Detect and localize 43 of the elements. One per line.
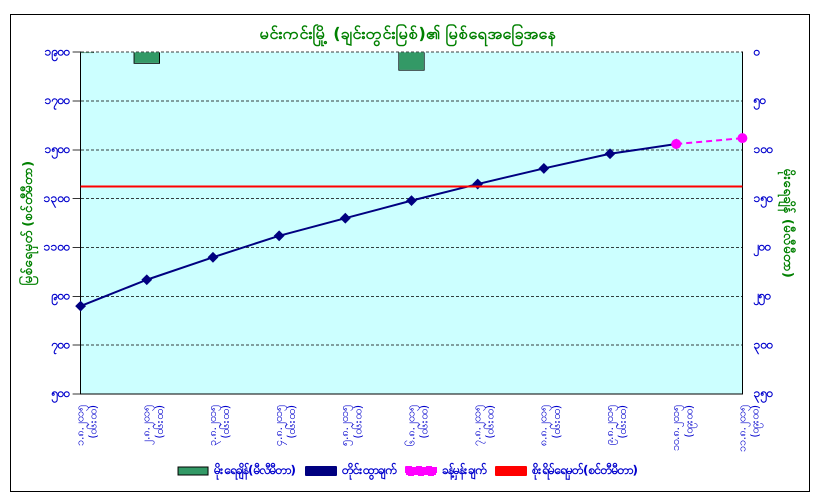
y2-tick-label: ၂၅၀ [752, 288, 772, 306]
x-tick-label: ၂.၈.၂၀၁၅ (၀၆း၀၀) [140, 405, 166, 446]
y-tick-label: ၁၉၀၀ [44, 44, 71, 62]
y2-tick-label: ၃၀၀ [753, 337, 774, 356]
x-tick-label: ၆.၈.၂၀၁၅ (၀၆း၀၀) [404, 405, 431, 446]
point [406, 196, 416, 206]
y2-tick-label: ၅၀ [752, 93, 766, 112]
y2-tick-label: ၁၀၀ [753, 142, 774, 156]
y-axis-title: မြစ်ရေမှတ် (စင်တီမီတာ) [18, 160, 40, 286]
point [605, 148, 616, 159]
point [538, 163, 549, 174]
point [142, 274, 152, 285]
x-tick-label: ၅.၈.၂၀၁၅ (၀၆း၀၀) [338, 405, 364, 446]
y2-tick-label: ၁၅၀ [753, 190, 774, 209]
legend-label: တိုင်းထွာချက် [341, 461, 397, 482]
point [274, 230, 284, 241]
y2-tick-label: ၃၅၀ [753, 386, 774, 404]
x-tick-label: ၁၀.၈.၂၀၁၅ (၀၉း၀၀) [669, 405, 698, 452]
legend-label: စိုးရိမ်ရေမှတ်(စင်တီမီတာ) [531, 461, 638, 482]
y-tick-label: ၇၀၀ [50, 337, 71, 356]
point [737, 133, 748, 144]
y2-tick-label: ၀ [752, 44, 760, 58]
point [340, 213, 350, 224]
x-tick-label: ၇.၈.၂၀၁၅ (၀၆း၀၀) [470, 405, 497, 446]
y-tick-label: ၅၀၀ [50, 386, 71, 404]
point [76, 301, 86, 312]
x-tick-label: ၉.၈.၂၀၁၅ (၀၆း၀၀) [602, 405, 630, 446]
legend-label: ခန့်မှန်းချက် [442, 461, 487, 482]
x-tick-label: ၄.၈.၂၀၁၅ (၀၆း၀၀) [272, 405, 298, 446]
y-tick-label: ၁၅၀၀ [44, 142, 71, 160]
y2-tick-label: ၂၀၀ [752, 240, 772, 258]
y-tick-label: ၉၀၀ [50, 288, 71, 306]
point [208, 252, 218, 262]
x-tick-label: ၈.၈.၂၀၁၅ (၀၆း၀၀) [536, 405, 563, 446]
x-tick-label: ၁.၈.၂၀၁၅ (၀၆း၀၀) [73, 405, 100, 446]
legend-label: မိုးရေချိန်(မီလီမီတာ) [213, 461, 296, 482]
x-tick-label: ၁၁.၈.၂၀၁၅ (၀၉း၀၀) [735, 405, 764, 452]
y-tick-label: ၁၃၀၀ [44, 190, 71, 209]
x-tick-label: ၃.၈.၂၀၁၅ (၀၆း၀၀) [206, 405, 232, 446]
chart-title: မင်းကင်းမြို့ (ချင်းတွင်းမြစ်)၏ မြစ်ရေအခြေအနေ [260, 22, 556, 47]
y-tick-label: ၁၁၀၀ [44, 240, 71, 254]
y-tick-label: ၁၇၀၀ [44, 93, 71, 112]
y2-axis-title: မိုးရေချိန် (မီလီမီတာ) [776, 168, 797, 278]
